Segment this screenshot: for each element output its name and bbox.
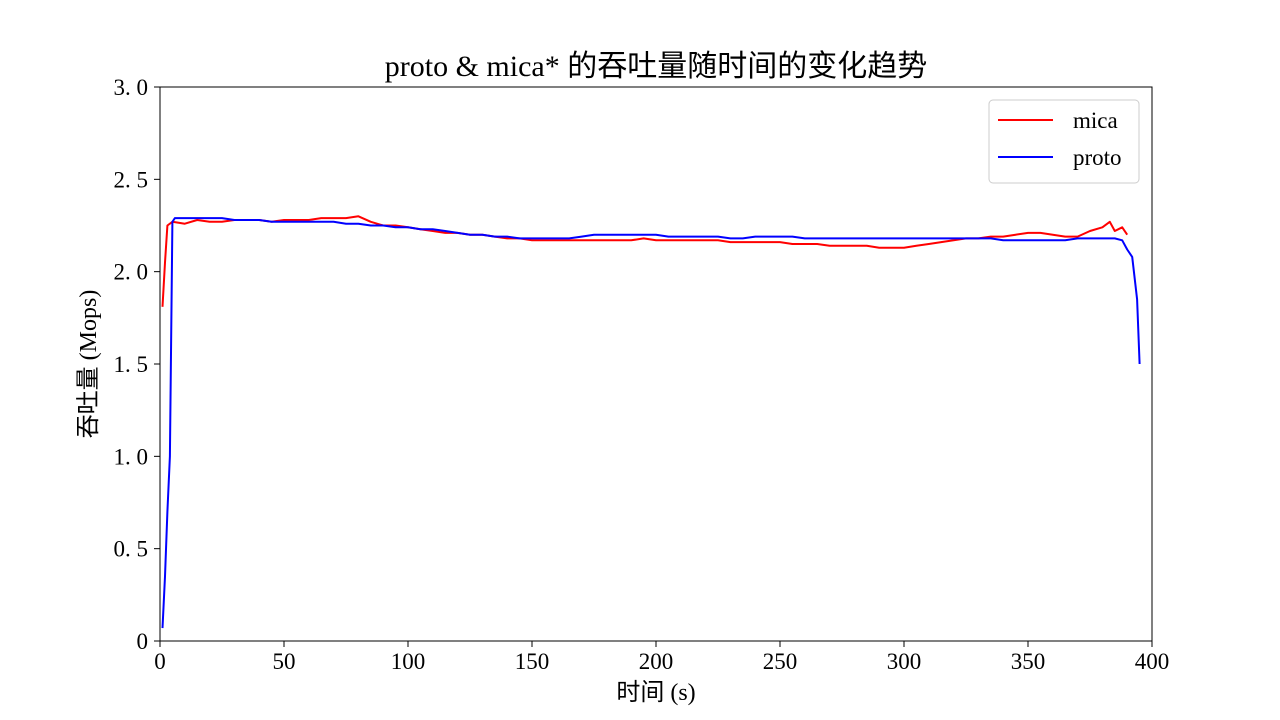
legend-label-proto: proto bbox=[1073, 145, 1122, 170]
x-tick-label: 400 bbox=[1135, 649, 1170, 674]
x-tick-label: 50 bbox=[273, 649, 296, 674]
legend-label-mica: mica bbox=[1073, 108, 1118, 133]
x-axis: 0 50 100 150 200 250 300 350 400 bbox=[154, 641, 1169, 674]
series-line-mica bbox=[161, 215, 1129, 307]
y-tick-label: 1. 0 bbox=[114, 444, 149, 469]
x-tick-label: 300 bbox=[887, 649, 922, 674]
series-line-proto bbox=[161, 217, 1141, 629]
chart-title: proto & mica* 的吞吐量随时间的变化趋势 bbox=[385, 50, 927, 83]
y-tick-label: 3. 0 bbox=[114, 75, 149, 100]
y-tick-label: 2. 0 bbox=[114, 260, 149, 285]
x-tick-label: 250 bbox=[763, 649, 798, 674]
y-axis: 0 0. 5 1. 0 1. 5 2. 0 2. 5 3. 0 bbox=[114, 75, 160, 654]
y-tick-label: 0. 5 bbox=[114, 537, 149, 562]
plot-area bbox=[161, 215, 1141, 629]
y-tick-label: 1. 5 bbox=[114, 352, 149, 377]
y-tick-label: 2. 5 bbox=[114, 167, 149, 192]
y-tick-label: 0 bbox=[137, 629, 149, 654]
x-tick-label: 150 bbox=[515, 649, 550, 674]
x-tick-label: 100 bbox=[391, 649, 426, 674]
x-tick-label: 350 bbox=[1011, 649, 1046, 674]
y-axis-label: 吞吐量 (Mops) bbox=[75, 290, 102, 439]
x-tick-label: 0 bbox=[154, 649, 166, 674]
x-axis-label: 时间 (s) bbox=[616, 679, 695, 706]
legend: mica proto bbox=[988, 99, 1140, 184]
x-tick-label: 200 bbox=[639, 649, 674, 674]
